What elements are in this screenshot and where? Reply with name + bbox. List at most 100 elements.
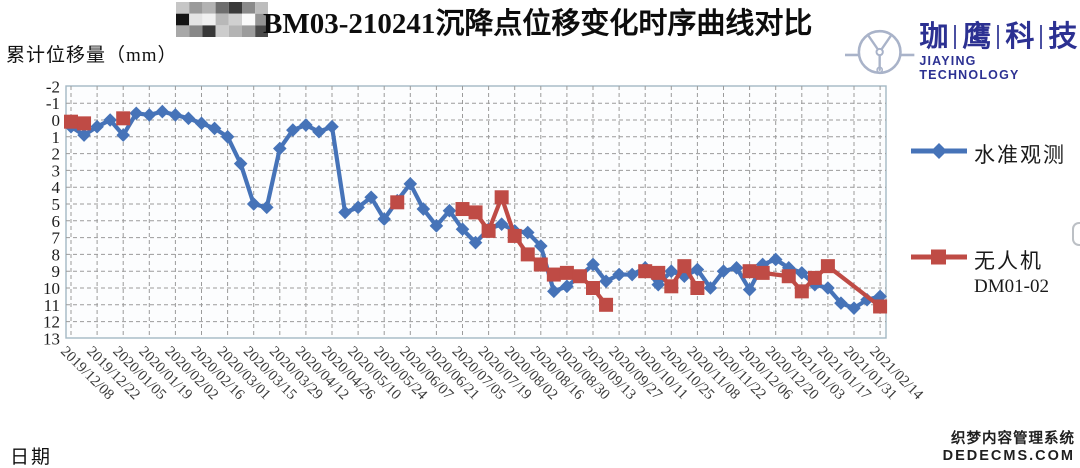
series-leveling-marker <box>364 190 378 205</box>
series-leveling-marker <box>155 104 170 119</box>
series-drone-marker <box>755 265 770 280</box>
dedecms-watermark: 织梦内容管理系统 DEDECMS.COM <box>943 427 1075 464</box>
y-axis-title: 累计位移量（mm） <box>6 45 178 66</box>
legend-label-drone: 无人机 <box>974 249 1043 273</box>
series-leveling-marker <box>664 264 679 278</box>
series-drone-marker <box>807 270 822 285</box>
series-leveling-marker <box>703 281 718 295</box>
y-tick-label: 2 <box>52 145 61 164</box>
mosaic-cell <box>189 2 203 14</box>
series-leveling-marker <box>834 296 848 310</box>
redacted-mosaic <box>176 2 268 37</box>
y-tick-label: -2 <box>46 77 60 96</box>
series-leveling-marker <box>233 156 248 171</box>
series-drone-marker <box>507 228 522 243</box>
series-leveling-marker <box>116 128 130 142</box>
series-leveling-marker <box>625 267 639 282</box>
mosaic-cell <box>228 2 242 14</box>
series-drone-marker <box>651 265 666 280</box>
series-leveling-marker <box>325 119 339 134</box>
series-drone-marker <box>116 111 131 126</box>
legend-item-drone: 无人机 <box>910 248 1043 274</box>
series-leveling-marker <box>716 264 731 278</box>
y-tick-label: 13 <box>43 329 60 348</box>
brand-logo: 珈鹰科技 JIAYING TECHNOLOGY <box>844 22 1080 82</box>
series-leveling-marker <box>651 277 666 292</box>
series-leveling-marker <box>338 205 352 220</box>
mosaic-cell <box>176 13 190 26</box>
series-drone-marker <box>742 264 757 279</box>
brand-separator <box>997 25 1000 49</box>
series-leveling-marker <box>246 197 261 211</box>
series-leveling-marker <box>547 284 561 299</box>
series-leveling-marker <box>273 141 287 156</box>
brand-char: 鹰 <box>962 21 992 53</box>
series-leveling-marker <box>468 235 483 250</box>
mosaic-cell <box>202 13 216 26</box>
series-leveling-marker <box>103 113 117 127</box>
series-leveling-marker <box>742 282 757 297</box>
drone-propeller-icon <box>844 29 915 75</box>
series-drone-marker <box>559 265 574 280</box>
y-tick-label: 8 <box>52 245 61 264</box>
y-tick-label: 9 <box>52 262 61 281</box>
series-drone-marker <box>533 257 548 272</box>
brand-text: 珈鹰科技 JIAYING TECHNOLOGY <box>919 22 1080 82</box>
legend-item-leveling: 水准观测 <box>910 142 1066 168</box>
mosaic-cell <box>255 25 268 37</box>
y-tick-label: 4 <box>52 178 61 197</box>
series-leveling-marker <box>129 106 144 121</box>
series-leveling-marker <box>416 202 431 216</box>
series-drone-marker <box>794 284 809 299</box>
series-drone-marker <box>586 281 600 295</box>
series-drone-marker <box>468 205 483 220</box>
series-leveling-marker <box>403 177 418 191</box>
brand-separator <box>1040 25 1043 49</box>
edge-widget-fragment <box>1072 222 1080 246</box>
brand-char: 技 <box>1048 21 1078 53</box>
series-leveling-marker <box>599 274 613 289</box>
mosaic-cell <box>215 25 229 37</box>
y-tick-label: 12 <box>43 313 60 332</box>
x-axis-title: 日期 <box>10 447 53 468</box>
series-leveling-marker <box>520 225 535 240</box>
series-leveling-marker <box>560 279 574 294</box>
brand-char: 科 <box>1005 21 1035 53</box>
series-leveling-marker <box>77 128 91 142</box>
series-leveling-marker <box>312 124 326 139</box>
series-leveling-marker <box>455 222 470 236</box>
series-drone-marker <box>546 267 561 282</box>
series-drone-marker <box>77 116 92 131</box>
legend-marker-diamond <box>911 143 967 159</box>
series-drone-marker <box>820 259 835 274</box>
mosaic-cell <box>242 13 256 26</box>
legend-label-leveling: 水准观测 <box>974 143 1066 167</box>
series-leveling-marker <box>729 261 744 275</box>
series-drone-marker <box>520 247 535 262</box>
y-tick-label: 6 <box>52 212 61 231</box>
chart-title: BM03-210241沉降点位移变化时序曲线对比 <box>263 8 813 40</box>
series-leveling-marker <box>494 217 509 231</box>
mosaic-cell <box>242 2 256 14</box>
series-drone-marker <box>690 281 705 295</box>
brand-separator <box>954 25 957 49</box>
series-leveling-marker <box>821 281 835 295</box>
series-drone-marker <box>390 195 405 210</box>
series-leveling-marker <box>690 262 705 277</box>
series-drone-marker <box>664 279 679 294</box>
brand-name-cn: 珈鹰科技 <box>919 22 1080 52</box>
series-leveling-marker <box>299 118 313 132</box>
series-leveling-marker <box>259 200 274 215</box>
series-leveling-marker <box>377 212 391 226</box>
mosaic-cell <box>255 2 268 14</box>
series-leveling-marker <box>442 203 457 218</box>
series-leveling-marker <box>181 111 196 126</box>
y-tick-label: 5 <box>52 195 61 214</box>
mosaic-cell <box>228 13 242 26</box>
series-leveling-marker <box>168 108 183 122</box>
y-tick-label: 3 <box>52 161 61 180</box>
watermark-line1: 织梦内容管理系统 <box>951 431 1075 447</box>
series-drone-marker <box>494 190 509 205</box>
series-leveling-marker <box>429 219 444 233</box>
